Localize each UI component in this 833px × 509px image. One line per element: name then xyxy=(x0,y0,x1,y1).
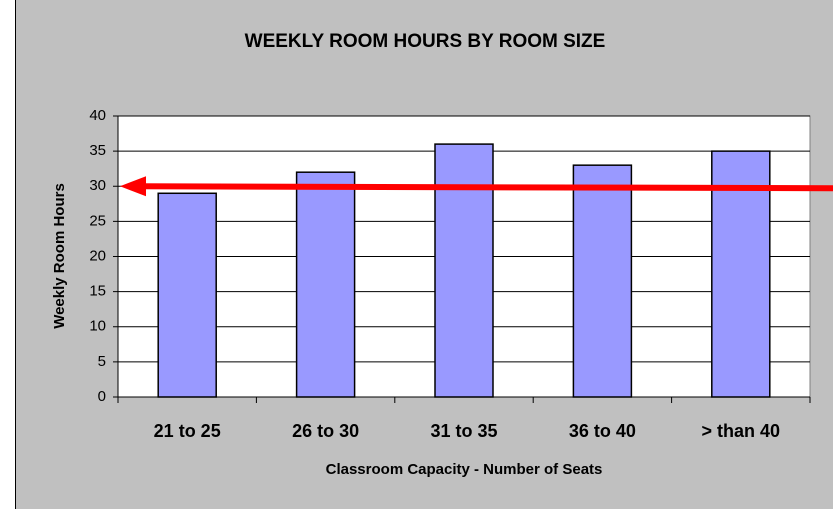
y-tick-label: 30 xyxy=(89,177,106,194)
y-tick-label: 40 xyxy=(89,107,106,124)
annotation-arrow-shaft xyxy=(137,183,833,192)
y-axis-label: Weekly Room Hours xyxy=(51,183,68,329)
x-tick-label: 36 to 40 xyxy=(569,421,636,441)
y-tick-label: 15 xyxy=(89,283,106,300)
bar xyxy=(572,164,633,398)
x-tick-label: 21 to 25 xyxy=(154,421,221,441)
bar xyxy=(157,192,217,398)
y-tick-label: 0 xyxy=(98,388,106,405)
bar xyxy=(295,171,356,398)
chart-title: WEEKLY ROOM HOURS BY ROOM SIZE xyxy=(245,31,606,52)
x-axis-label: Classroom Capacity - Number of Seats xyxy=(326,461,603,478)
y-tick-label: 20 xyxy=(89,247,106,264)
x-tick-label: 31 to 35 xyxy=(430,421,497,441)
x-tick-label: > than 40 xyxy=(702,421,781,441)
y-tick-label: 35 xyxy=(89,142,106,159)
bar xyxy=(711,150,771,398)
x-tick-label: 26 to 30 xyxy=(292,421,359,441)
bar xyxy=(434,143,494,398)
y-tick-label: 10 xyxy=(89,318,106,335)
annotation-arrow-head xyxy=(120,176,146,197)
y-tick-label: 25 xyxy=(89,212,106,229)
y-tick-label: 5 xyxy=(98,353,106,370)
